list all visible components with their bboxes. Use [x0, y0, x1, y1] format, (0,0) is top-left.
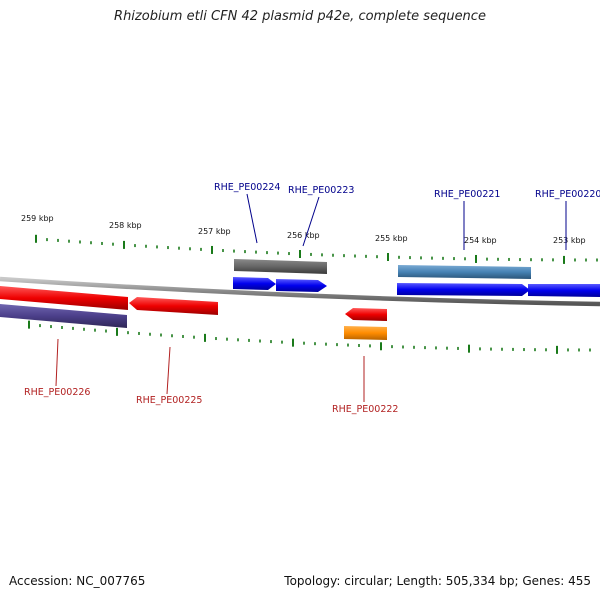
cds-rhe-pe00224[interactable]	[233, 277, 276, 290]
gene-label-rhe-pe00221[interactable]: RHE_PE00221	[434, 189, 500, 250]
orange-feature[interactable]	[344, 326, 387, 340]
gene-label-rhe-pe00223[interactable]: RHE_PE00223	[288, 185, 354, 247]
gene-label-rhe-pe00224[interactable]: RHE_PE00224	[214, 182, 280, 244]
topology-summary: Topology: circular; Length: 505,334 bp; …	[284, 574, 591, 588]
svg-text:RHE_PE00222: RHE_PE00222	[332, 404, 398, 415]
gray-feature[interactable]	[234, 259, 327, 274]
cds-rhe-pe00220[interactable]	[528, 284, 600, 297]
svg-text:RHE_PE00224: RHE_PE00224	[214, 182, 280, 193]
cds-rhe-pe00222[interactable]	[345, 308, 387, 321]
accession-text: Accession: NC_007765	[9, 574, 146, 588]
cds-rhe-pe00226[interactable]	[0, 286, 128, 310]
ruler-ticks-top	[35, 234, 598, 264]
ruler-label: 258 kbp	[109, 221, 142, 230]
svg-text:RHE_PE00223: RHE_PE00223	[288, 185, 354, 196]
steelblue-feature[interactable]	[398, 265, 531, 279]
svg-text:RHE_PE00225: RHE_PE00225	[136, 395, 202, 406]
svg-text:RHE_PE00220: RHE_PE00220	[535, 189, 600, 200]
ruler-label: 256 kbp	[287, 231, 320, 240]
ruler-label: 254 kbp	[464, 236, 497, 245]
ruler-label: 255 kbp	[375, 234, 408, 243]
ruler-label: 259 kbp	[21, 214, 54, 223]
gene-label-rhe-pe00220[interactable]: RHE_PE00220	[535, 189, 600, 250]
plasmid-backbone	[0, 276, 600, 307]
ruler-ticks-bottom	[28, 320, 591, 354]
cds-rhe-pe00223[interactable]	[276, 279, 327, 292]
purple-feature[interactable]	[0, 304, 127, 328]
gene-label-rhe-pe00222[interactable]: RHE_PE00222	[332, 356, 398, 415]
ruler-labels: 259 kbp 258 kbp 257 kbp 256 kbp 255 kbp …	[21, 214, 586, 245]
ruler-label: 257 kbp	[198, 227, 231, 236]
gene-label-rhe-pe00226[interactable]: RHE_PE00226	[24, 338, 90, 398]
gene-label-rhe-pe00225[interactable]: RHE_PE00225	[136, 346, 202, 406]
ruler-label: 253 kbp	[553, 236, 586, 245]
cds-rhe-pe00221[interactable]	[397, 283, 530, 296]
map-title: Rhizobium etli CFN 42 plasmid p42e, comp…	[114, 9, 486, 24]
svg-text:RHE_PE00226: RHE_PE00226	[24, 387, 90, 398]
svg-text:RHE_PE00221: RHE_PE00221	[434, 189, 500, 200]
cds-rhe-pe00225[interactable]	[129, 297, 218, 315]
